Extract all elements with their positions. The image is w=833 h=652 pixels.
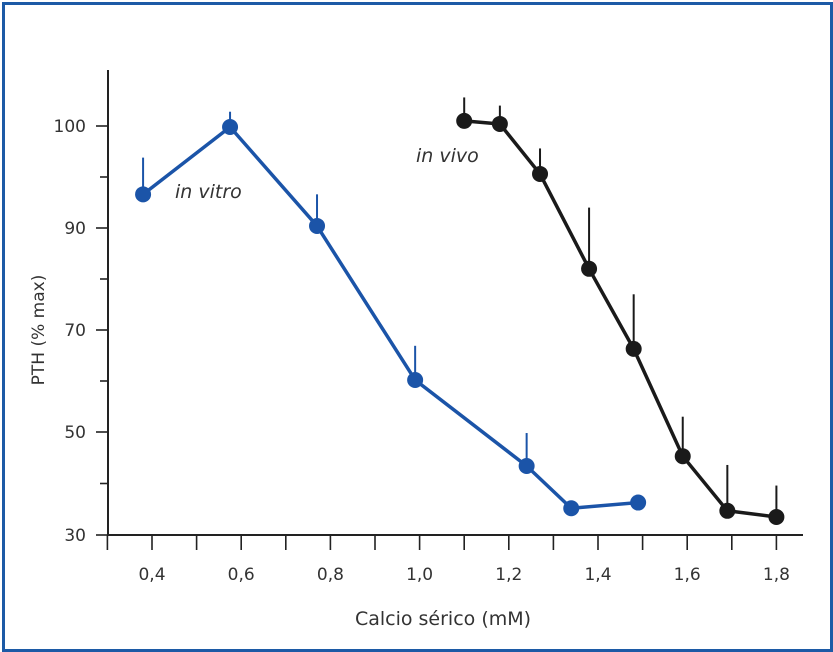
y-tick-label: 90	[64, 219, 86, 239]
x-axis-label: Calcio sérico (mM)	[355, 608, 531, 630]
series-label-in-vitro: in vitro	[175, 181, 242, 203]
data-point-in-vitro	[135, 186, 152, 203]
data-point-in-vitro	[407, 371, 424, 388]
y-axis-label: PTH (% max)	[29, 275, 49, 386]
y-tick-label: 30	[64, 526, 86, 546]
x-tick-label: 0,8	[317, 565, 344, 585]
x-tick-label: 1,6	[674, 565, 701, 585]
data-point-in-vivo	[674, 448, 691, 465]
data-point-in-vitro	[563, 500, 580, 517]
data-point-in-vivo	[532, 165, 549, 182]
data-point-in-vitro	[518, 457, 535, 474]
data-point-in-vivo	[719, 502, 736, 519]
data-point-in-vitro	[222, 119, 239, 136]
x-tick-label: 1,8	[763, 565, 790, 585]
y-tick-label: 50	[64, 423, 86, 443]
series-line-in-vivo	[464, 119, 777, 519]
data-point-in-vivo	[456, 112, 473, 129]
data-point-in-vivo	[581, 260, 598, 277]
series-label-in-vivo: in vivo	[416, 145, 479, 167]
x-tick-label: 1,0	[406, 565, 433, 585]
y-tick-label: 100	[54, 117, 86, 137]
data-point-in-vitro	[630, 494, 647, 511]
x-tick-label: 0,4	[138, 565, 165, 585]
x-tick-label: 1,2	[495, 565, 522, 585]
x-tick-label: 0,6	[228, 565, 255, 585]
data-point-in-vivo	[625, 340, 642, 357]
data-point-in-vivo	[768, 508, 785, 525]
data-point-in-vivo	[491, 115, 508, 132]
data-point-in-vitro	[309, 217, 326, 234]
y-tick-label: 70	[64, 321, 86, 341]
x-tick-label: 1,4	[584, 565, 611, 585]
